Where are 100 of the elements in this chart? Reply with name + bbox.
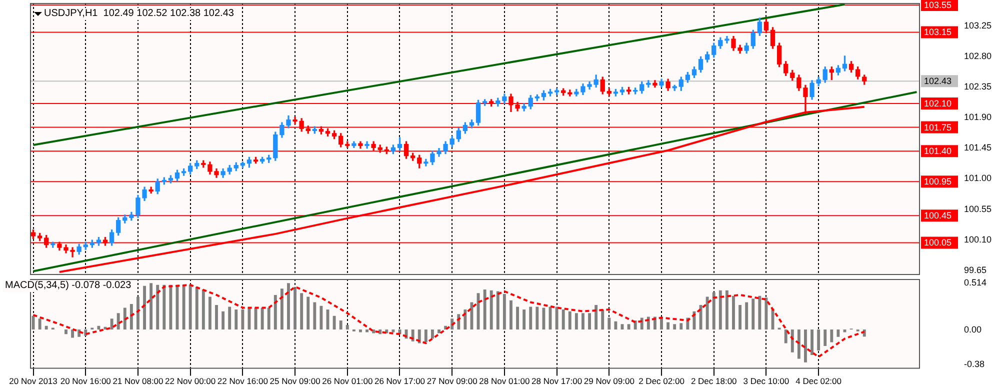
bar	[718, 290, 722, 330]
bar	[424, 330, 428, 342]
bar	[522, 310, 526, 330]
bar	[392, 330, 395, 332]
bar	[752, 298, 755, 330]
ref-line-label: 102.43	[924, 76, 952, 86]
bar	[294, 288, 297, 330]
ref-line-label: 101.40	[924, 146, 952, 156]
bar	[568, 311, 572, 330]
bar	[300, 293, 304, 330]
bar	[313, 302, 316, 330]
y-tick-label: 102.35	[964, 82, 992, 92]
bar	[614, 321, 618, 330]
ref-line-label: 101.75	[924, 122, 952, 132]
bar	[332, 316, 336, 330]
bar	[366, 330, 368, 332]
bar	[601, 310, 604, 330]
bar	[725, 290, 728, 330]
bar	[634, 320, 637, 330]
bar	[483, 289, 486, 330]
bar	[745, 302, 748, 330]
x-tick-label: 25 Nov 09:00	[270, 376, 321, 386]
ref-line-label: 100.45	[924, 210, 952, 221]
bar	[673, 324, 676, 330]
bar	[810, 330, 814, 356]
bar	[287, 283, 290, 330]
bar	[228, 306, 232, 330]
y-tick-label: 0.00	[964, 324, 982, 335]
bar	[162, 284, 166, 330]
ref-line-label: 102.10	[924, 98, 952, 109]
bar	[490, 290, 493, 330]
bar	[594, 304, 598, 330]
bar	[666, 322, 670, 330]
bar	[712, 292, 716, 330]
ref-line-label: 100.95	[924, 176, 952, 187]
bar	[627, 324, 630, 330]
bar	[182, 284, 186, 330]
bar	[574, 313, 578, 330]
y-tick-label: 102.80	[964, 50, 992, 61]
bar	[438, 330, 440, 334]
bar	[38, 318, 42, 330]
bar	[78, 330, 81, 337]
bar	[529, 306, 532, 330]
bar	[274, 294, 277, 330]
bar	[502, 294, 506, 330]
ref-line-label: 103.15	[924, 27, 952, 38]
x-tick-label: 20 Nov 2013	[9, 376, 58, 386]
bar	[260, 308, 264, 330]
bar	[542, 308, 546, 330]
bar	[555, 306, 558, 330]
x-tick-label: 26 Nov 01:00	[322, 376, 373, 386]
bar	[208, 296, 212, 330]
x-tick-label: 21 Nov 08:00	[112, 376, 164, 386]
bar	[738, 304, 742, 330]
bar	[824, 330, 827, 346]
bar	[202, 289, 205, 330]
y-tick-label: 99.65	[964, 264, 987, 275]
bar	[241, 310, 244, 330]
bar	[215, 304, 218, 330]
bar	[582, 313, 584, 330]
bar	[608, 318, 611, 330]
bar	[680, 323, 683, 330]
bar	[71, 330, 74, 338]
x-tick-label: 2 Dec 18:00	[690, 376, 738, 386]
bar	[130, 304, 133, 330]
text: USDJPY,H1 102.49 102.52 102.38 102.43	[42, 8, 236, 20]
x-tick-label: 22 Nov 00:00	[165, 376, 216, 386]
bar	[764, 298, 768, 330]
y-tick-label: 101.90	[964, 112, 992, 122]
bar	[195, 286, 198, 330]
x-tick-label: 20 Nov 16:00	[60, 376, 112, 386]
bar	[306, 296, 310, 330]
bar	[234, 310, 238, 330]
bar	[143, 286, 146, 330]
x-tick-label: 27 Nov 09:00	[426, 376, 478, 386]
bar	[346, 324, 349, 330]
y-tick-label: 100.10	[964, 234, 992, 244]
bar	[320, 306, 323, 330]
bar	[280, 288, 284, 330]
bar	[44, 326, 48, 330]
bar	[817, 330, 820, 350]
bar	[64, 330, 68, 334]
y-tick-label: 101.45	[964, 142, 992, 153]
bar	[804, 330, 807, 362]
bar	[267, 308, 270, 330]
x-tick-label: 28 Nov 17:00	[532, 376, 582, 386]
bar	[562, 310, 565, 330]
x-tick-label: 29 Nov 09:00	[584, 376, 635, 386]
bar	[496, 291, 500, 330]
y-tick-label: 103.25	[964, 20, 992, 30]
y-tick-label: 101.00	[964, 173, 992, 184]
bar	[339, 320, 342, 330]
bar	[536, 306, 539, 330]
x-tick-label: 4 Dec 02:00	[796, 376, 842, 386]
bar	[430, 330, 434, 339]
x-tick-label: 2 Dec 02:00	[638, 376, 685, 386]
x-tick-label: 3 Dec 10:00	[743, 376, 790, 386]
bar	[784, 330, 788, 344]
x-tick-label: 22 Nov 16:00	[217, 376, 268, 386]
bar	[640, 318, 644, 330]
